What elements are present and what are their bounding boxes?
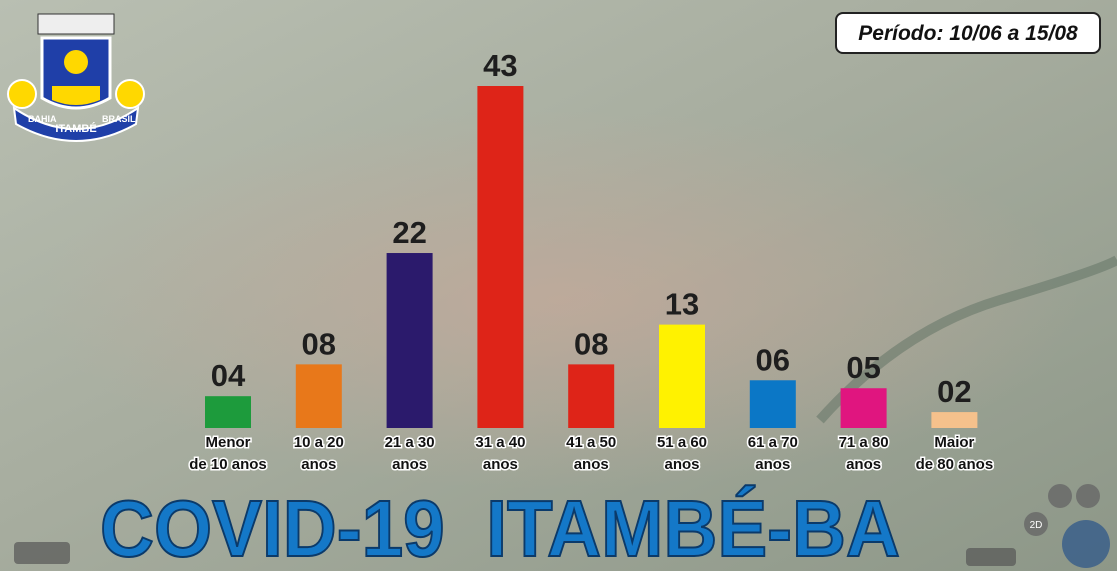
- bar: [205, 396, 251, 428]
- mode-button[interactable]: [1024, 512, 1048, 536]
- logo-text: ITAMBÉ: [55, 122, 96, 135]
- bar: [931, 412, 978, 428]
- globe-button[interactable]: [1062, 520, 1110, 568]
- logo-band: [52, 86, 100, 105]
- bar: [568, 364, 615, 428]
- x-tick-label: 41 a 50: [566, 434, 616, 451]
- x-tick-label: 61 a 70: [748, 434, 798, 451]
- period-box: [835, 12, 1101, 54]
- bar: [840, 388, 887, 428]
- value-label: 08: [574, 326, 608, 361]
- logo-flower: [115, 79, 145, 109]
- period-text: Período: 10/06 a 15/08: [858, 22, 1078, 45]
- river: [816, 255, 1117, 424]
- locate-button[interactable]: [1048, 484, 1072, 508]
- x-tick-label: 21 a 30: [385, 434, 435, 451]
- value-label: 08: [302, 326, 336, 361]
- bar: [386, 253, 433, 428]
- x-tick-label: anos: [301, 456, 336, 473]
- value-label: 43: [483, 48, 517, 83]
- x-tick-label: 10 a 20: [294, 434, 344, 451]
- x-tick-label: anos: [483, 456, 518, 473]
- x-tick-label: anos: [846, 456, 881, 473]
- x-tick-label: de 80 anos: [916, 456, 994, 473]
- chart-title: COVID-19 ITAMBÉ-BA: [100, 484, 900, 571]
- logo-flower: [7, 79, 37, 109]
- value-label: 05: [846, 350, 880, 385]
- logo-text: BRASIL: [102, 114, 136, 124]
- town-area: [40, 110, 1080, 490]
- x-tick-label: Maior: [934, 434, 974, 451]
- value-label: 04: [211, 358, 246, 393]
- x-tick-label: 51 a 60: [657, 434, 707, 451]
- x-tick-label: anos: [392, 456, 427, 473]
- x-tick-label: 31 a 40: [475, 434, 525, 451]
- x-tick-label: de 10 anos: [189, 456, 267, 473]
- x-tick-label: anos: [755, 456, 790, 473]
- map-controls: 2D: [14, 484, 1110, 568]
- logo-crown: [37, 13, 115, 35]
- value-label: 13: [665, 287, 699, 322]
- bar: [749, 380, 796, 428]
- bar: [659, 324, 705, 428]
- bar: [477, 86, 524, 428]
- x-tick-label: 71 a 80: [839, 434, 889, 451]
- bar: [295, 364, 342, 428]
- value-label: 22: [392, 215, 426, 250]
- pegman-button[interactable]: [1076, 484, 1100, 508]
- logo-text: BAHIA: [28, 114, 57, 124]
- value-label: 02: [937, 374, 971, 409]
- x-tick-label: anos: [574, 456, 609, 473]
- logo-ribbon: [12, 105, 140, 142]
- x-tick-label: Menor: [206, 434, 251, 451]
- mode-label: 2D: [1030, 520, 1043, 531]
- logo: BAHIA ITAMBÉ BRASIL: [7, 13, 145, 142]
- zoom-control[interactable]: [966, 548, 1016, 566]
- value-label: 06: [756, 342, 790, 377]
- logo-sun: [64, 50, 88, 74]
- x-tick-label: anos: [664, 456, 699, 473]
- map-toolbar[interactable]: [14, 542, 70, 564]
